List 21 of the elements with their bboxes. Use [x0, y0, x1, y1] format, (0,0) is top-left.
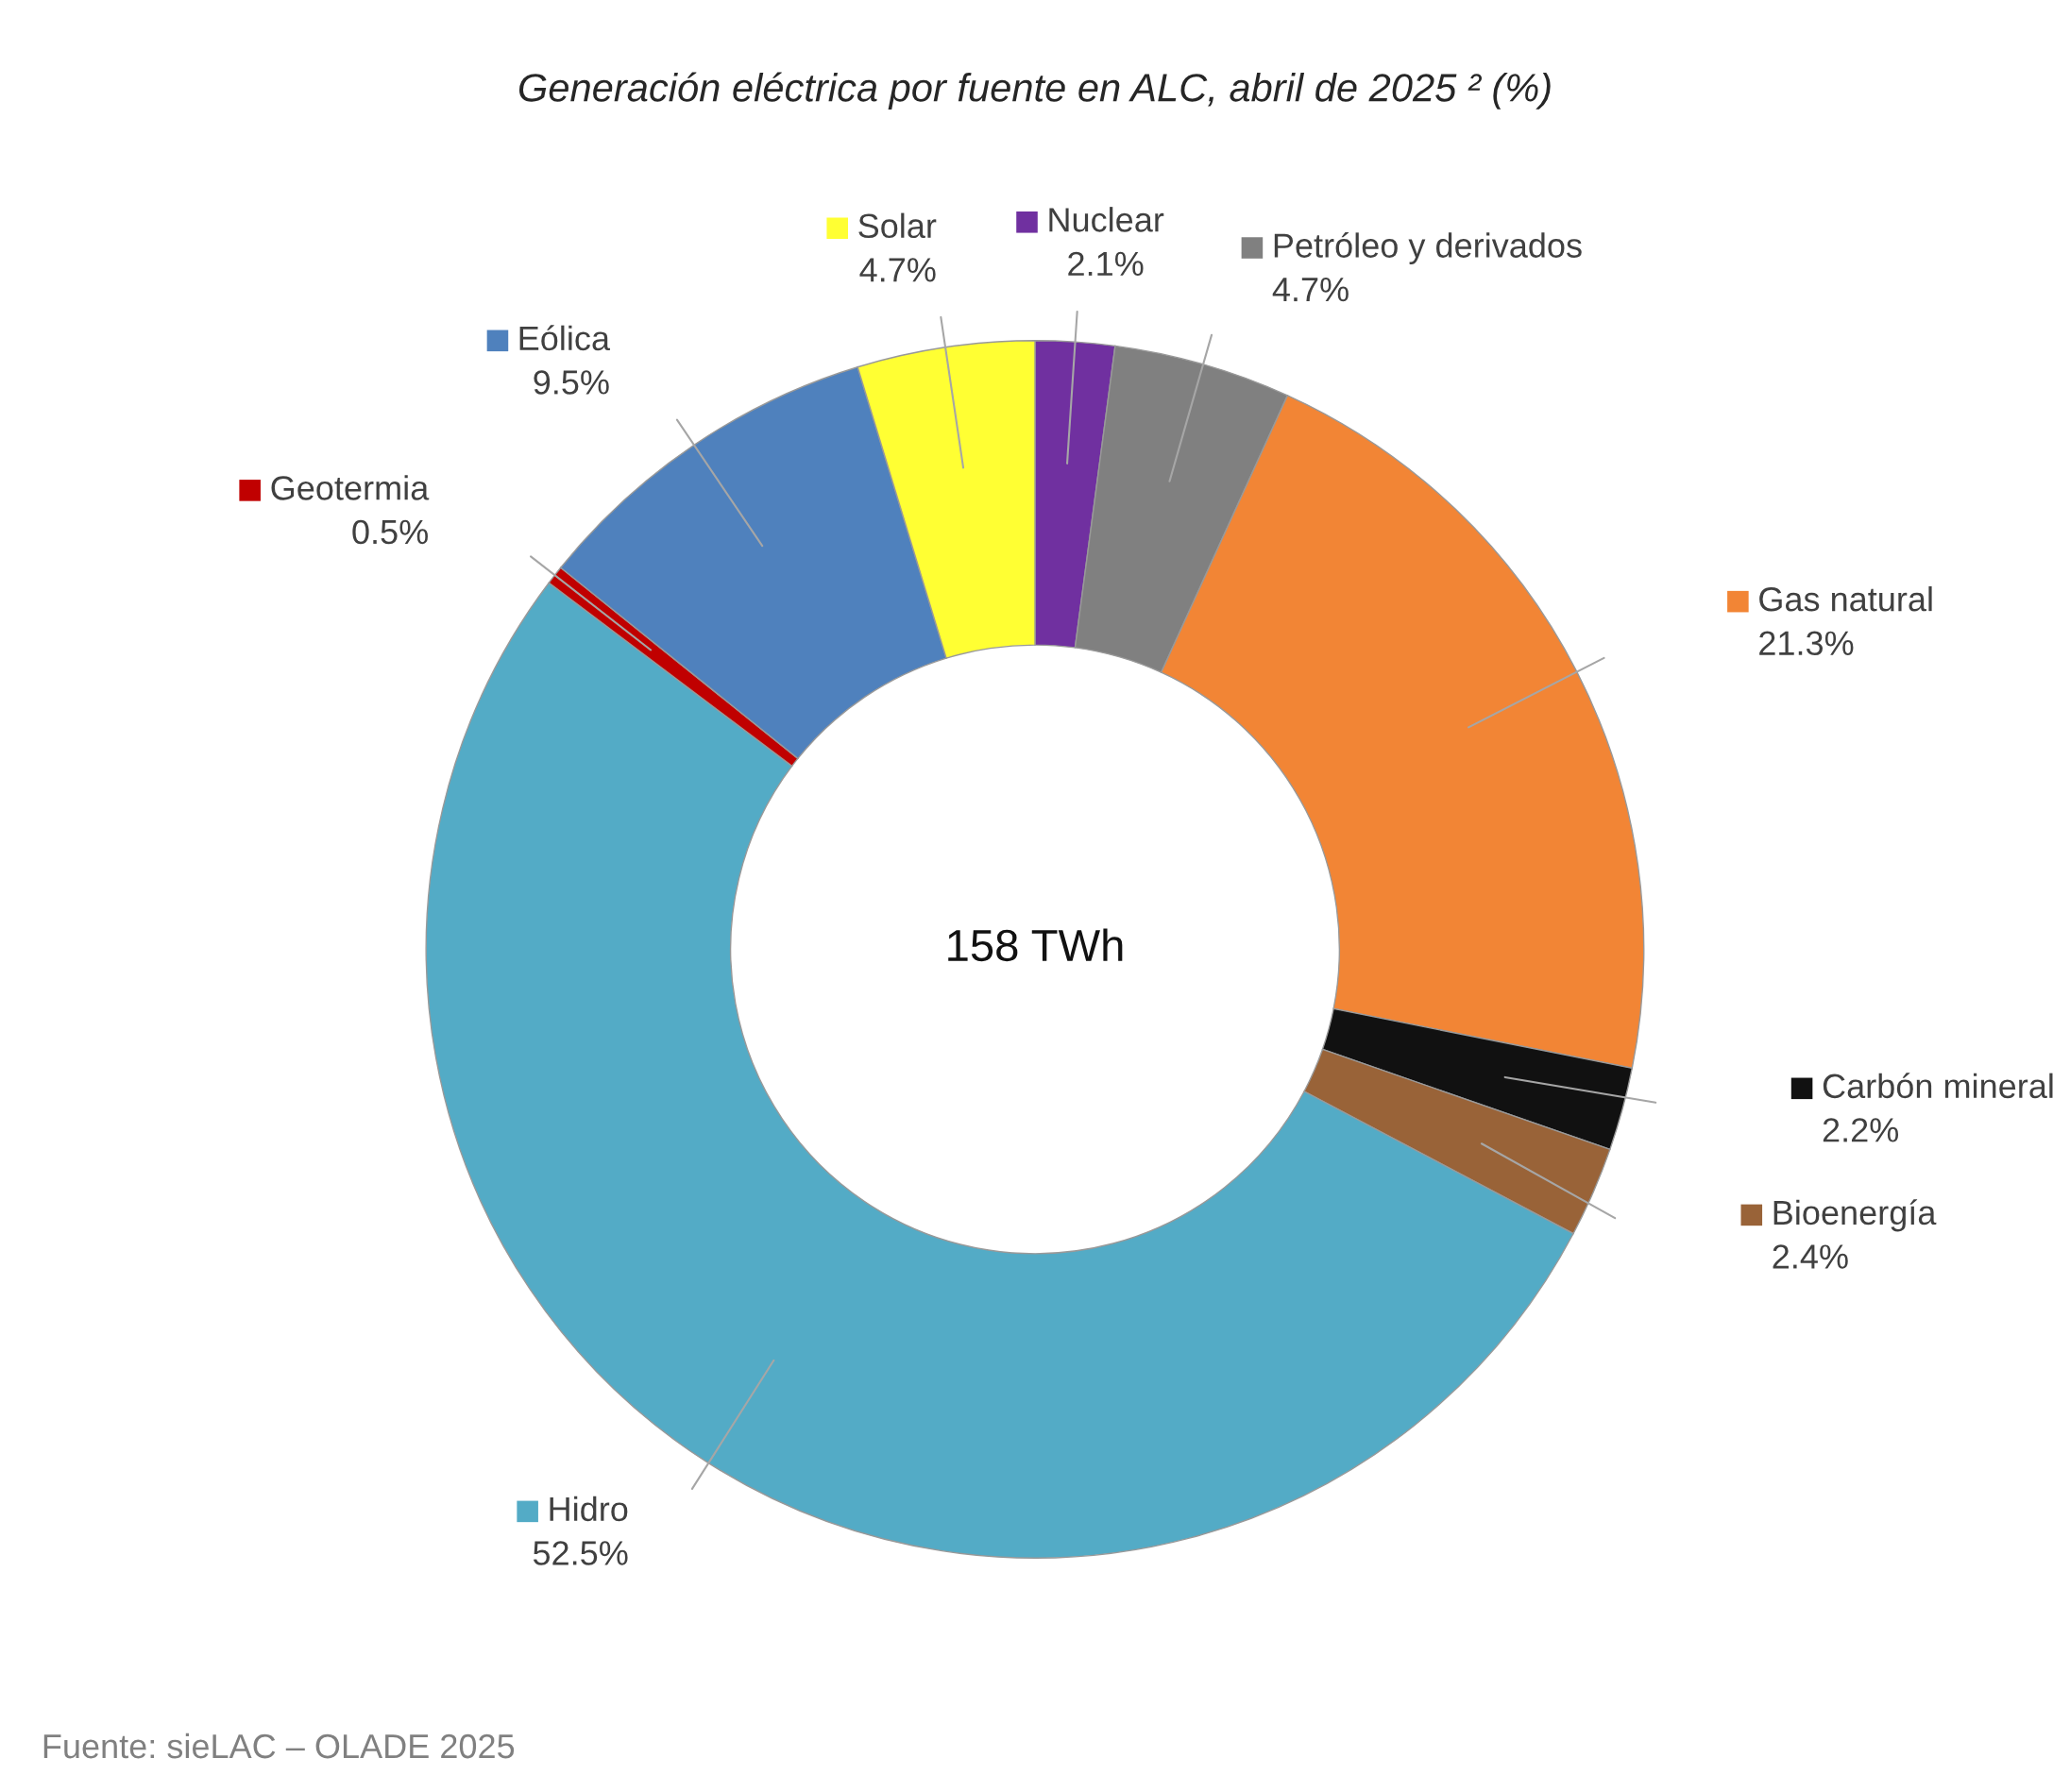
data-label: 21.3%	[1759, 631, 1854, 656]
legend-label: Carbón mineral	[1823, 1073, 2053, 1099]
data-label: 2.2%	[1823, 1118, 1899, 1142]
data-label: 0.5%	[352, 519, 428, 545]
data-label: 2.4%	[1773, 1244, 1848, 1269]
legend-label: Bioenergía	[1773, 1199, 1937, 1232]
data-label: 2.1%	[1068, 251, 1144, 277]
source-note: Fuente: sieLAC – OLADE 2025	[43, 1733, 515, 1759]
legend-label: Petróleo y derivados	[1274, 231, 1582, 265]
data-label: 9.5%	[534, 370, 609, 395]
legend-label: Nuclear	[1049, 207, 1164, 232]
chart-title: Generación eléctrica por fuente en ALC, abril de 2025 ² (%)	[518, 72, 1551, 110]
data-label: 4.7%	[859, 258, 936, 282]
legend-label: Hidro	[550, 1496, 628, 1522]
text: 158 TWh	[948, 928, 1123, 962]
legend-label: Gas natural	[1759, 585, 1932, 612]
legend-label: Geotermia	[271, 475, 430, 500]
legend-label: Solar	[858, 212, 937, 239]
data-label: 4.7%	[1272, 278, 1349, 302]
legend-label: Eólica	[519, 325, 611, 351]
data-label: 52.5%	[533, 1541, 628, 1565]
